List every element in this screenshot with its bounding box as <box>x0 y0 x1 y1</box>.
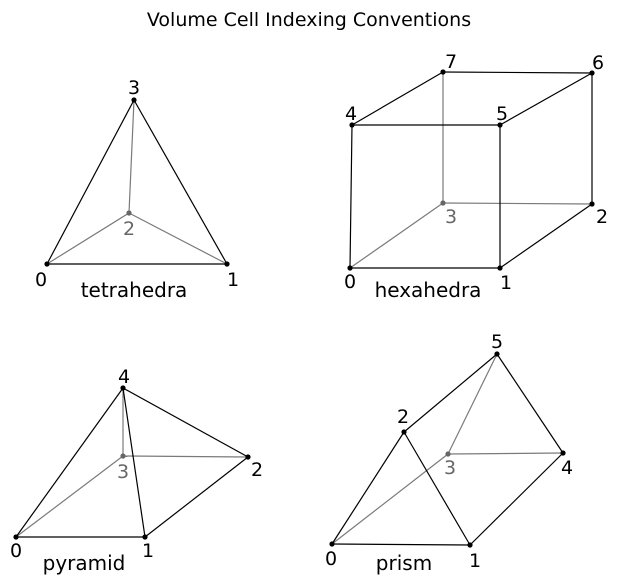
hex-hidden-edge-0-3 <box>349 202 444 269</box>
tet-vertex-3 <box>131 97 137 103</box>
prism-vertex-0 <box>329 541 335 547</box>
hex-vertex-label-3: 3 <box>445 206 457 228</box>
hex-edge-4-7 <box>351 71 444 126</box>
prism-vertex-label-4: 4 <box>561 457 573 479</box>
hex-vertex-5 <box>497 122 503 128</box>
prism-edge-2-5 <box>403 353 498 433</box>
pyr-vertex-label-1: 1 <box>142 540 154 562</box>
hex-vertex-label-7: 7 <box>445 51 457 73</box>
tet-edge-1-3 <box>133 99 228 265</box>
prism-vertex-label-1: 1 <box>469 550 481 572</box>
pyr-edge-0-4 <box>15 387 124 538</box>
pyr-vertex-label-2: 2 <box>251 459 263 481</box>
hex-vertex-1 <box>497 265 503 271</box>
hex-vertex-2 <box>589 201 595 207</box>
hex-vertex-label-6: 6 <box>592 52 604 74</box>
hex-edge-2-1 <box>499 203 593 269</box>
diagram-title: Volume Cell Indexing Conventions <box>147 9 471 31</box>
pyr-vertex-1 <box>142 534 148 540</box>
hex-vertex-label-1: 1 <box>500 272 512 294</box>
hex-edge-7-6 <box>442 71 593 74</box>
prism-vertex-4 <box>560 450 566 456</box>
prism-edge-1-2 <box>403 431 471 546</box>
pyr-vertex-label-3: 3 <box>117 461 129 483</box>
hex-hidden-edge-2-3 <box>442 202 593 205</box>
prism-vertex-label-0: 0 <box>325 548 337 570</box>
tet-vertex-label-3: 3 <box>128 77 140 99</box>
tet-vertex-0 <box>44 261 50 267</box>
pyr-vertex-4 <box>120 385 126 391</box>
hex-vertex-3 <box>440 200 446 206</box>
pyr-edge-1-4 <box>122 387 146 538</box>
prism-edge-0-2 <box>331 431 405 545</box>
hex-edge-4-0 <box>349 124 353 269</box>
tetrahedron-figure: 0 1 2 3 tetrahedra <box>35 77 239 302</box>
tet-vertex-label-0: 0 <box>35 269 47 291</box>
tet-vertex-label-2: 2 <box>123 218 135 240</box>
hex-vertex-6 <box>589 70 595 76</box>
pyramid-figure: 0 1 2 3 4 pyramid <box>10 366 263 575</box>
tet-edge-0-3 <box>46 99 135 265</box>
pyr-vertex-0 <box>13 534 19 540</box>
prism-hidden-edge-0-3 <box>331 453 449 545</box>
hex-vertex-label-5: 5 <box>496 103 508 125</box>
prism-vertex-label-2: 2 <box>397 406 409 428</box>
pyr-edge-1-2 <box>144 456 249 538</box>
hex-edge-6-5 <box>499 72 593 126</box>
hex-vertex-label-0: 0 <box>344 271 356 293</box>
pyr-vertex-3 <box>120 453 126 459</box>
pyramid-label: pyramid <box>43 551 126 575</box>
hexahedron-figure: 0 1 2 3 4 5 6 7 hexahedra <box>344 51 608 302</box>
prism-vertex-2 <box>401 429 407 435</box>
pyr-edge-2-4 <box>122 387 249 458</box>
tet-vertex-2 <box>126 210 132 216</box>
hexahedra-label: hexahedra <box>375 278 482 302</box>
prism-vertex-label-3: 3 <box>444 457 456 479</box>
pyr-vertex-2 <box>245 454 251 460</box>
pyr-vertex-label-0: 0 <box>10 540 22 562</box>
prism-vertex-1 <box>467 542 473 548</box>
prism-hidden-edge-3-4 <box>447 452 564 455</box>
prism-label: prism <box>376 551 432 575</box>
prism-vertex-5 <box>494 351 500 357</box>
tetrahedra-label: tetrahedra <box>81 278 188 302</box>
hex-vertex-label-4: 4 <box>345 103 357 125</box>
hex-vertex-4 <box>349 122 355 128</box>
prism-edge-4-1 <box>469 452 564 546</box>
prism-vertex-label-5: 5 <box>491 331 503 353</box>
pyr-hidden-edge-2-3 <box>122 455 249 458</box>
prism-figure: 0 1 2 3 4 5 prism <box>325 331 573 575</box>
tet-vertex-1 <box>224 261 230 267</box>
tet-hidden-edge-1-2 <box>128 212 228 265</box>
hex-vertex-label-2: 2 <box>596 206 608 228</box>
prism-hidden-edge-3-5 <box>447 353 498 455</box>
prism-vertex-3 <box>445 451 451 457</box>
prism-edge-5-4 <box>496 353 564 454</box>
prism-edge-0-1 <box>331 543 471 546</box>
pyr-vertex-label-4: 4 <box>118 366 130 388</box>
tet-hidden-edge-3-2 <box>128 99 135 214</box>
hex-vertex-7 <box>440 69 446 75</box>
hex-vertex-0 <box>347 265 353 271</box>
pyr-hidden-edge-0-3 <box>15 455 124 538</box>
tet-hidden-edge-0-2 <box>46 212 130 265</box>
tet-vertex-label-1: 1 <box>227 269 239 291</box>
